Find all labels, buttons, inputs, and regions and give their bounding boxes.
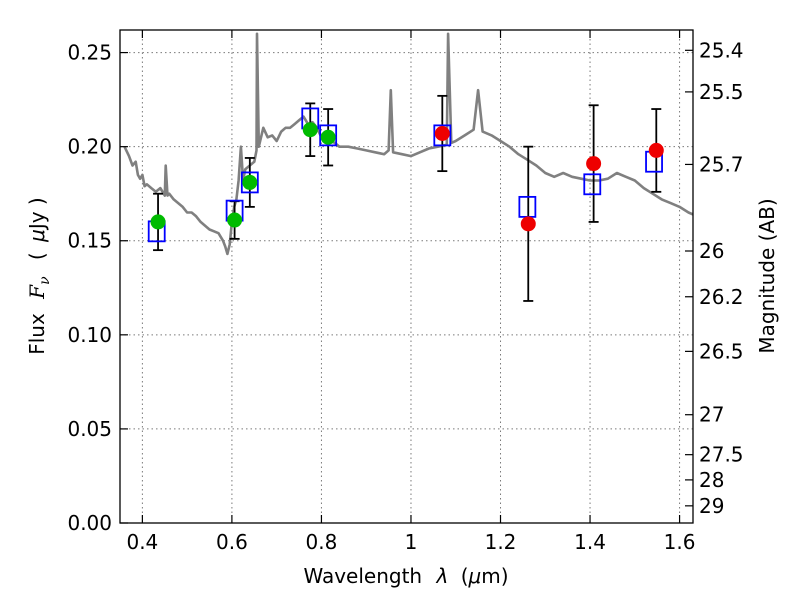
y-tick-label: 0.20 — [67, 135, 112, 159]
error-bars — [153, 94, 662, 302]
model-photometry-squares — [147, 107, 663, 243]
y-tick-label: 0.15 — [67, 229, 112, 253]
y-tick-label: 0.10 — [67, 323, 112, 347]
data-point — [227, 212, 243, 228]
x-tick-label: 0.6 — [216, 530, 248, 554]
mag-tick-label: 25.7 — [699, 152, 744, 176]
x-axis-label-unit: m) — [481, 564, 508, 588]
model-square — [319, 124, 338, 147]
data-point — [302, 122, 318, 138]
data-point — [150, 214, 166, 230]
data-point — [434, 125, 450, 141]
data-point — [520, 216, 536, 232]
x-tick-label: 1.4 — [574, 530, 606, 554]
tick-labels: 0.4 0.6 0.8 1 1.2 1.4 1.6 0.00 0.05 0.10 0.15 0.20 0… — [67, 38, 743, 554]
x-tick-label: 0.8 — [306, 530, 338, 554]
right-axis-label: Magnitude (AB) — [755, 198, 779, 353]
data-point — [242, 174, 258, 190]
y-axis-label: Flux Fν ( μJy ) — [25, 197, 54, 355]
data-point — [320, 129, 336, 145]
y-tick-label: 0.00 — [67, 511, 112, 535]
y-axis-label-nu: ν — [37, 276, 53, 285]
model-square — [583, 173, 602, 196]
data-point — [648, 142, 664, 158]
x-tick-label: 1.2 — [485, 530, 517, 554]
mag-tick-label: 25.5 — [699, 80, 744, 104]
x-tick-label: 1 — [405, 530, 418, 554]
model-square — [240, 171, 259, 194]
mag-tick-label: 26.2 — [699, 285, 744, 309]
y-axis-label-word: Flux — [25, 313, 49, 355]
x-axis-label-lambda: λ — [435, 564, 448, 588]
x-axis-label-paren: ( — [461, 564, 469, 588]
mag-tick-label: 28 — [699, 468, 724, 492]
model-spectrum — [123, 32, 693, 256]
x-tick-label: 1.6 — [664, 530, 696, 554]
x-axis-label-mu: μ — [468, 564, 482, 588]
plot-frame — [119, 29, 694, 524]
y-tick-label: 0.05 — [67, 417, 112, 441]
mag-tick-label: 26.5 — [699, 339, 744, 363]
axis-ticks — [120, 30, 693, 524]
model-square — [433, 124, 452, 147]
data-point — [586, 156, 602, 172]
mag-tick-label: 25.4 — [699, 38, 744, 62]
y-axis-label-unit: Jy ) — [25, 197, 49, 231]
y-axis-label-F: F — [25, 284, 49, 300]
mag-tick-label: 26 — [699, 239, 724, 263]
y-axis-label-mu: μ — [25, 229, 49, 243]
mag-tick-label: 27 — [699, 403, 724, 427]
mag-tick-label: 29 — [699, 494, 724, 518]
x-axis-label-word: Wavelength — [303, 564, 422, 588]
y-tick-label: 0.25 — [67, 41, 112, 65]
observed-photometry-points — [150, 122, 664, 232]
x-tick-label: 0.4 — [126, 530, 158, 554]
x-axis-label: Wavelength λ (μm) — [303, 564, 508, 588]
spectrum-line — [123, 32, 693, 256]
mag-tick-label: 27.5 — [699, 443, 744, 467]
grid-lines — [120, 30, 693, 524]
y-axis-label-paren: ( — [25, 252, 49, 260]
